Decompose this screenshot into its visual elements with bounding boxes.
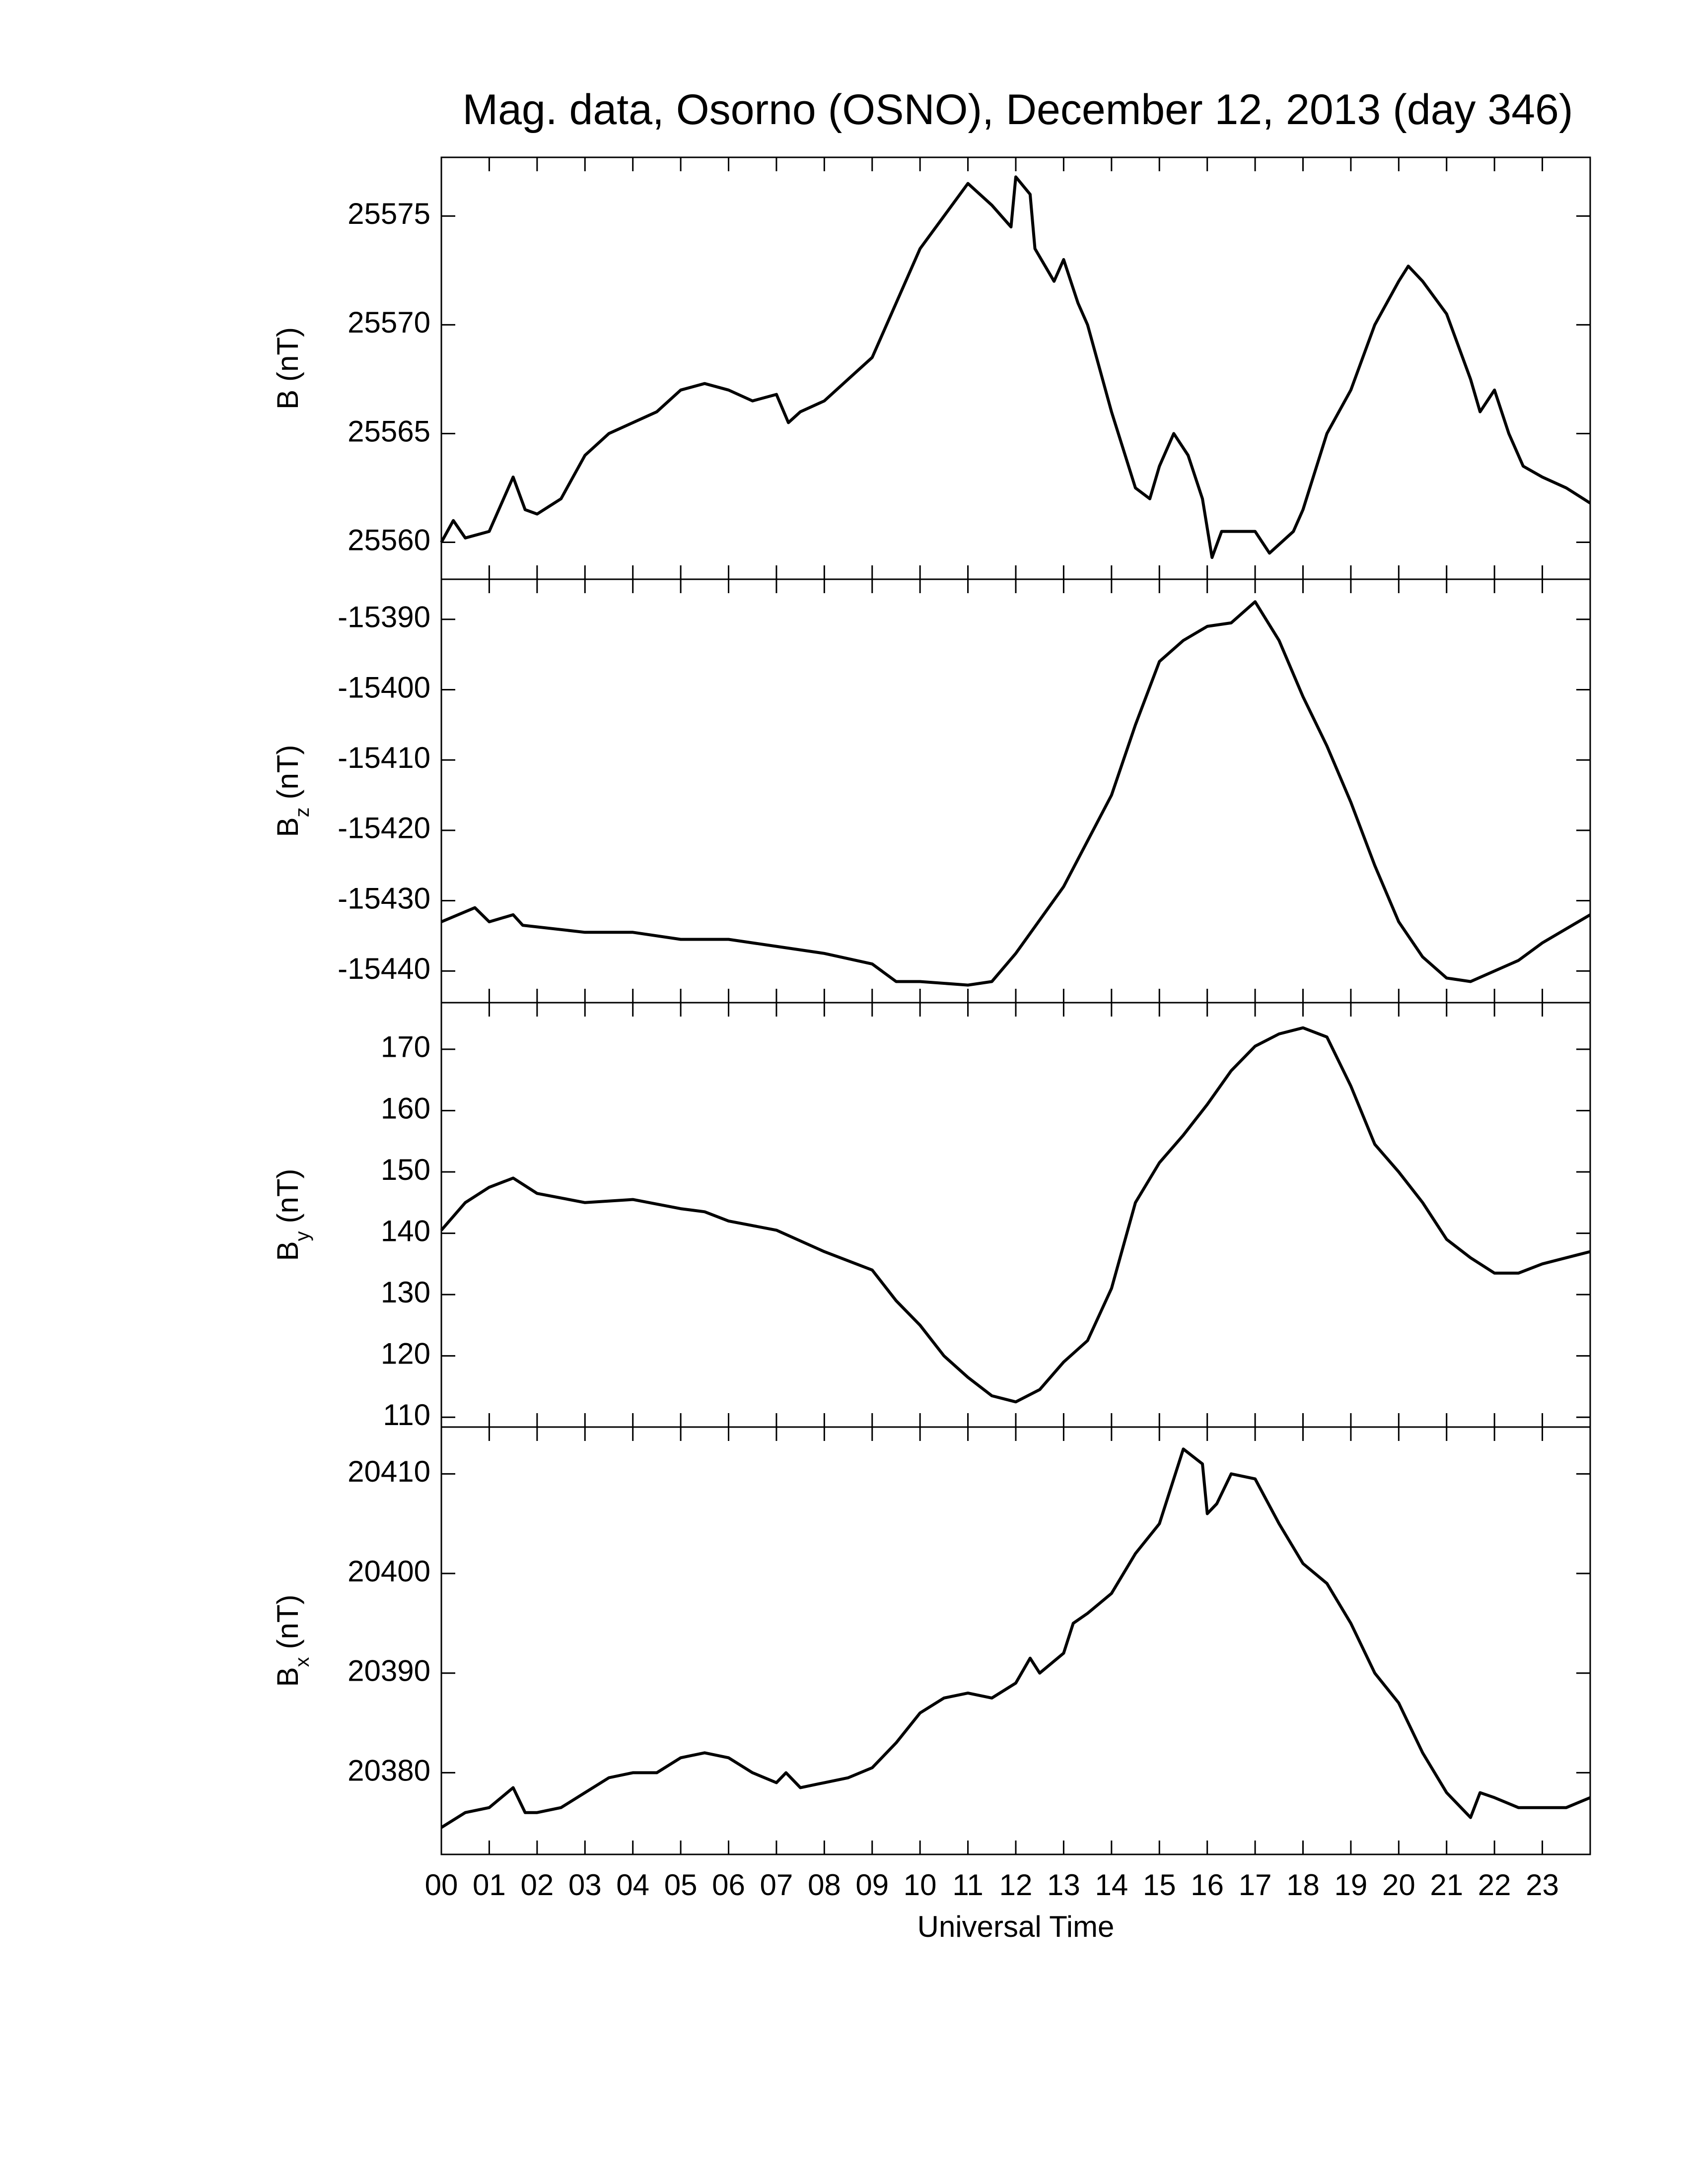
y-axis-label-units: (nT): [271, 1168, 304, 1223]
y-tick-label: -15440: [338, 952, 430, 985]
data-line: [440, 1026, 1591, 1404]
y-tick-label: 25560: [348, 523, 430, 556]
y-tick-label: -15390: [338, 601, 430, 634]
x-tick-label: 04: [616, 1868, 649, 1902]
y-tick-label: 20400: [348, 1555, 430, 1588]
y-axis-label-units: (nT): [271, 1594, 304, 1649]
y-tick-label: 160: [381, 1092, 430, 1125]
x-tick-label: 02: [520, 1868, 554, 1902]
y-tick-label: 25575: [348, 197, 430, 230]
y-axis-label: B (nT): [271, 327, 304, 410]
x-tick-label: 00: [425, 1868, 458, 1902]
y-tick-label: -15400: [338, 671, 430, 704]
y-axis-label-subscript: y: [291, 1231, 313, 1241]
x-tick-label: 19: [1335, 1868, 1368, 1902]
y-tick-label: -15430: [338, 882, 430, 915]
y-tick-label: 170: [381, 1030, 430, 1064]
y-tick-label: 20380: [348, 1754, 430, 1787]
x-tick-label: 15: [1143, 1868, 1176, 1902]
x-tick-label: 09: [855, 1868, 889, 1902]
x-tick-label: 14: [1095, 1868, 1128, 1902]
x-tick-label: 22: [1478, 1868, 1511, 1902]
data-line: [440, 175, 1591, 559]
x-tick-label: 23: [1526, 1868, 1559, 1902]
x-tick-label: 11: [952, 1868, 983, 1902]
x-tick-label: 05: [664, 1868, 698, 1902]
y-axis-label-symbol: B: [271, 1241, 304, 1261]
y-axis-label-units: (nT): [271, 327, 304, 382]
y-tick-label: 150: [381, 1153, 430, 1186]
x-tick-label: 08: [808, 1868, 841, 1902]
x-tick-label: 17: [1239, 1868, 1272, 1902]
y-tick-label: 20410: [348, 1455, 430, 1488]
x-tick-label: 10: [904, 1868, 937, 1902]
y-tick-label: 25570: [348, 306, 430, 339]
y-axis-label: By (nT): [271, 1168, 313, 1261]
y-tick-label: 130: [381, 1276, 430, 1309]
y-tick-label: 140: [381, 1214, 430, 1247]
x-tick-label: 06: [712, 1868, 745, 1902]
chart-title: Mag. data, Osorno (OSNO), December 12, 2…: [462, 86, 1573, 134]
y-tick-label: 110: [383, 1398, 430, 1432]
x-tick-label: 01: [473, 1868, 506, 1902]
y-axis-label-symbol: B: [271, 1667, 304, 1687]
x-tick-label: 07: [760, 1868, 793, 1902]
y-axis-label-subscript: z: [291, 807, 313, 817]
y-tick-label: 20390: [348, 1654, 430, 1688]
x-axis-label: Universal Time: [917, 1910, 1115, 1943]
data-line: [440, 600, 1591, 987]
x-tick-label: 20: [1382, 1868, 1415, 1902]
y-tick-label: 120: [381, 1337, 430, 1370]
x-tick-label: 16: [1191, 1868, 1224, 1902]
x-tick-label: 03: [568, 1868, 602, 1902]
x-tick-label: 12: [999, 1868, 1033, 1902]
y-tick-label: -15420: [338, 812, 430, 845]
y-axis-label-units: (nT): [271, 745, 304, 799]
y-axis-label-symbol: B: [271, 390, 304, 410]
y-axis-label-subscript: x: [291, 1657, 313, 1667]
x-tick-label: 21: [1430, 1868, 1463, 1902]
y-tick-label: -15410: [338, 741, 430, 774]
data-line: [440, 1447, 1591, 1829]
y-axis-label: Bz (nT): [271, 745, 313, 837]
x-tick-label: 13: [1047, 1868, 1080, 1902]
x-tick-label: 18: [1286, 1868, 1320, 1902]
y-axis-label-symbol: B: [271, 817, 304, 837]
y-axis-label: Bx (nT): [271, 1594, 313, 1687]
y-tick-label: 25565: [348, 414, 430, 448]
